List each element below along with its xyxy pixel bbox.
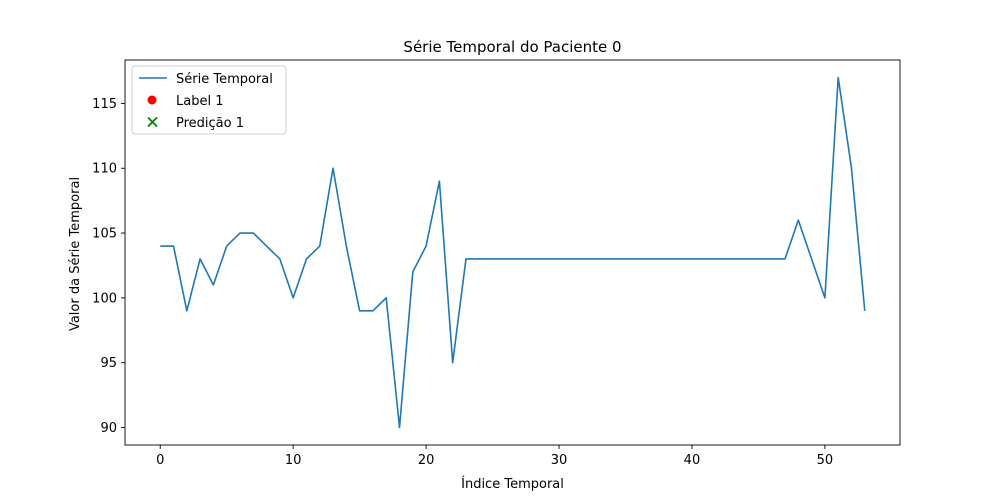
plot-frame [124, 59, 901, 446]
legend-x-marker [147, 116, 158, 128]
legend-label: Série Temporal [176, 72, 273, 87]
legend-label: Predição 1 [176, 116, 244, 131]
legend-box [131, 65, 287, 135]
chart-title: Série Temporal do Paciente 0 [403, 38, 621, 56]
y-tick-label: 105 [92, 227, 117, 242]
legend: Série Temporal Label 1 Predição 1 [131, 65, 287, 135]
y-tick-label: 110 [92, 162, 117, 177]
x-axis-label: Índice Temporal [461, 476, 564, 492]
y-tick-label: 90 [100, 421, 117, 436]
legend-circle-marker [147, 95, 157, 105]
y-tick-label: 100 [92, 291, 117, 306]
legend-label: Label 1 [176, 94, 223, 109]
y-axis-label: Valor da Série Temporal [68, 177, 83, 331]
x-tick-label: 30 [551, 453, 568, 468]
plot-area [124, 59, 901, 446]
x-tick-label: 40 [684, 453, 701, 468]
y-axis-ticks: 90 95 100 105 110 115 [92, 97, 125, 436]
x-tick-label: 10 [285, 453, 302, 468]
x-tick-label: 20 [418, 453, 435, 468]
x-tick-label: 0 [156, 453, 164, 468]
y-tick-label: 115 [92, 97, 117, 112]
x-tick-label: 50 [817, 453, 834, 468]
series-line [160, 76, 866, 429]
x-axis-ticks: 0 10 20 30 40 50 [156, 445, 833, 468]
y-tick-label: 95 [100, 356, 117, 371]
